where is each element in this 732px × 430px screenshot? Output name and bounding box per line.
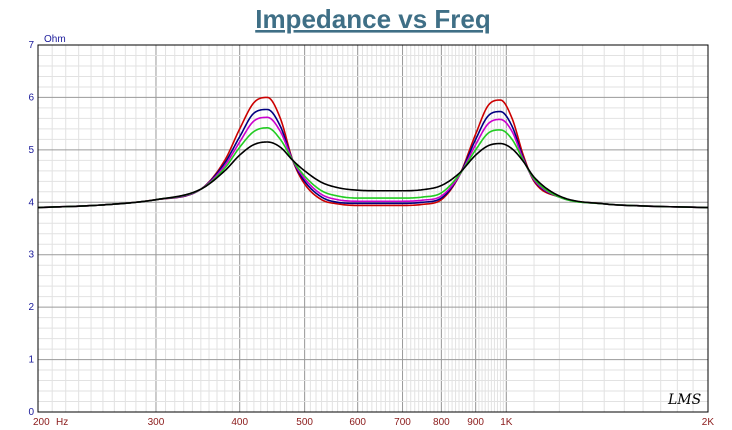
- y-tick-label: 3: [28, 250, 34, 261]
- x-tick-label: 300: [148, 417, 165, 428]
- x-tick-labels: 200 300 400 500 600 700 800 900 1K 2K: [33, 417, 714, 428]
- y-tick-label: 2: [28, 302, 34, 313]
- x-tick-label: 600: [349, 417, 366, 428]
- y-tick-label: 1: [28, 355, 34, 366]
- x-tick-label: 800: [433, 417, 450, 428]
- plot-frame: [37, 44, 709, 413]
- chart-title: Impedance vs Freq: [255, 4, 491, 34]
- x-tick-label: 400: [231, 417, 248, 428]
- series-group: [37, 96, 709, 209]
- x-tick-label: 200: [33, 417, 50, 428]
- series-line-5: [37, 141, 709, 209]
- x-tick-label: 900: [467, 417, 484, 428]
- x-tick-label: 1K: [500, 417, 513, 428]
- y-tick-label: 5: [28, 145, 34, 156]
- y-tick-labels: 0 1 2 3 4 5 6 7: [28, 40, 34, 418]
- x-tick-label: 700: [394, 417, 411, 428]
- x-axis-unit: Hz: [56, 417, 68, 428]
- grid: [37, 44, 709, 413]
- y-tick-label: 6: [28, 92, 34, 103]
- lms-watermark: LMS: [667, 392, 701, 408]
- x-tick-label: 2K: [702, 417, 715, 428]
- x-tick-label: 500: [296, 417, 313, 428]
- y-axis-label: Ohm: [44, 34, 66, 45]
- y-tick-label: 7: [28, 40, 34, 51]
- y-tick-label: 4: [28, 197, 34, 208]
- y-tick-label: 0: [28, 407, 34, 418]
